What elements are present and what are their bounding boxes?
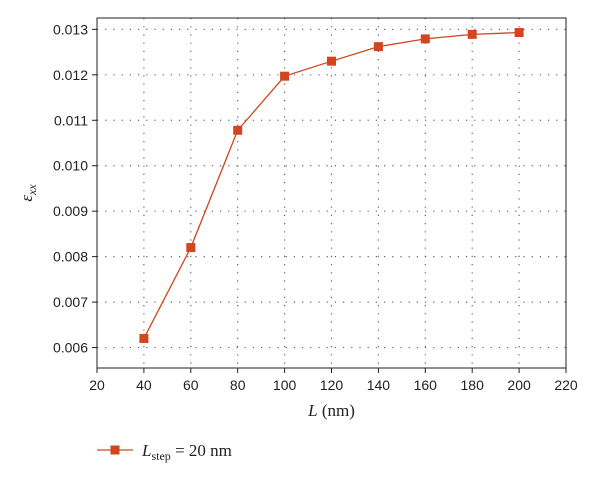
x-tick-label: 120 xyxy=(320,377,344,393)
legend-marker-swatch xyxy=(110,445,120,455)
x-axis-label: L (nm) xyxy=(307,401,355,420)
y-tick-label: 0.009 xyxy=(53,203,88,219)
legend-label: Lstep = 20 nm xyxy=(141,441,232,463)
y-tick-label: 0.012 xyxy=(53,67,88,83)
series-layer xyxy=(139,28,524,343)
data-point xyxy=(327,56,336,66)
x-tick-label: 160 xyxy=(414,377,438,393)
y-axis-label: εxx xyxy=(17,184,39,202)
y-tick-label: 0.008 xyxy=(53,249,88,265)
x-tick-label: 140 xyxy=(367,377,391,393)
y-axis-label-main: ε xyxy=(17,195,36,202)
data-point xyxy=(467,29,477,39)
x-tick-label: 40 xyxy=(136,377,152,393)
x-tick-label: 180 xyxy=(461,377,485,393)
x-tick-label: 200 xyxy=(507,377,531,393)
series-line xyxy=(143,31,520,339)
legend-label-sub: step xyxy=(151,449,170,463)
y-tick-label: 0.011 xyxy=(54,112,88,128)
data-point xyxy=(186,243,196,253)
x-tick-label: 20 xyxy=(89,377,105,393)
y-axis: 0.006 0.007 0.008 0.009 0.010 0.011 0.012 0.013 xyxy=(53,21,97,356)
y-tick-label: 0.013 xyxy=(53,21,88,37)
x-axis-label-rest: (nm) xyxy=(318,401,355,420)
data-point xyxy=(514,28,524,38)
y-tick-label: 0.010 xyxy=(53,158,88,174)
plot-frame xyxy=(96,17,567,369)
legend-label-rest: = 20 nm xyxy=(171,441,232,460)
data-point xyxy=(280,71,290,81)
x-tick-label: 80 xyxy=(230,377,246,393)
y-tick-label: 0.007 xyxy=(53,294,88,310)
data-point xyxy=(139,333,149,343)
x-tick-label: 100 xyxy=(273,377,297,393)
x-axis: 20 40 60 80 100 120 140 160 180 200 220 xyxy=(89,368,578,393)
x-tick-label: 60 xyxy=(183,377,199,393)
x-axis-label-main: L xyxy=(307,401,317,420)
grid xyxy=(97,18,566,368)
x-tick-label: 220 xyxy=(554,377,578,393)
legend: Lstep = 20 nm xyxy=(97,441,232,463)
legend-label-main: L xyxy=(141,441,151,460)
data-point xyxy=(373,42,383,52)
data-point xyxy=(420,34,430,44)
y-axis-label-sub: xx xyxy=(25,184,39,196)
y-tick-label: 0.006 xyxy=(53,340,88,356)
data-point xyxy=(233,125,243,135)
